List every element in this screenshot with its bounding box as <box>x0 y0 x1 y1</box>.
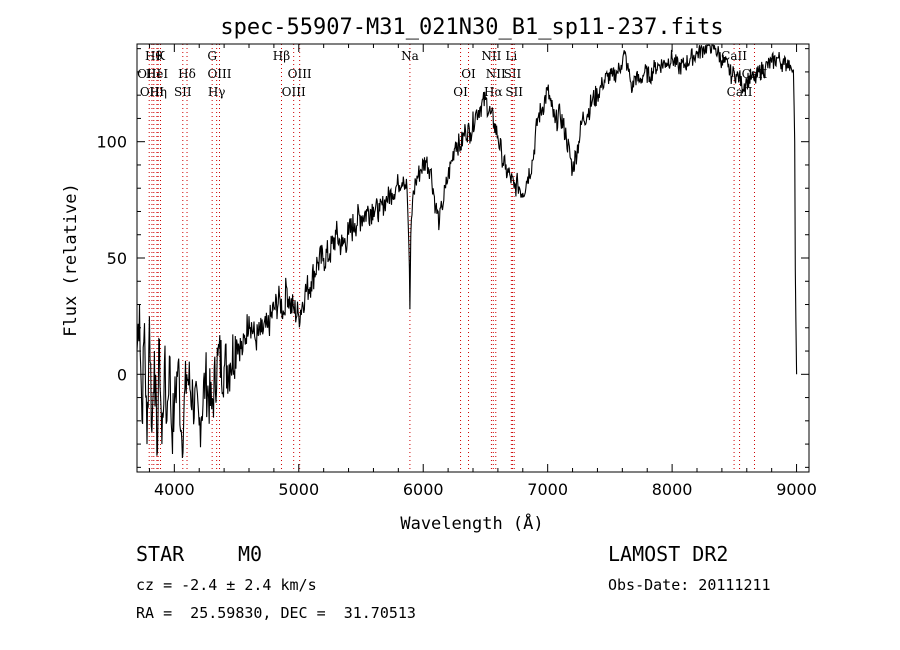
plot-border <box>136 43 810 473</box>
line-marker-label: OI <box>453 85 468 99</box>
x-tick-label: 4000 <box>154 480 195 499</box>
line-marker-label: OIII <box>137 67 161 81</box>
line-marker-label: Na <box>401 49 419 63</box>
line-marker-label: Hγ <box>208 85 226 99</box>
line-marker-label: Hα <box>484 85 503 99</box>
line-marker-label: G <box>207 49 217 63</box>
obs-date: Obs-Date: 20111211 <box>608 576 771 594</box>
x-tick-label: 7000 <box>527 480 568 499</box>
line-marker-label: NII <box>481 49 501 63</box>
object-class: STAR <box>136 542 185 566</box>
line-marker-label: SII <box>505 85 523 99</box>
line-markers: OIIIOIIIHθHeIHηKSIIHδGHγOIIIHβOIIIOIIINa… <box>137 44 768 472</box>
line-marker-label: SII <box>174 85 192 99</box>
coordinates: RA = 25.59830, DEC = 31.70513 <box>136 604 416 622</box>
object-subclass: M0 <box>238 542 263 566</box>
line-marker-label: OIII <box>282 85 306 99</box>
x-tick-label: 5000 <box>278 480 319 499</box>
line-marker-label: HeI <box>146 67 169 81</box>
line-marker-label: NII <box>486 67 506 81</box>
line-marker-label: SII <box>504 67 522 81</box>
line-marker-label: OIII <box>207 67 231 81</box>
x-tick-label: 8000 <box>652 480 693 499</box>
redshift-value: cz = -2.4 ± 2.4 km/s <box>136 576 317 594</box>
line-marker-label: OIII <box>288 67 312 81</box>
x-axis-label: Wavelength (Å) <box>400 512 543 534</box>
spectrum-series-line <box>136 44 798 459</box>
line-marker-label: Hβ <box>273 49 290 63</box>
y-tick-label: 50 <box>107 249 127 268</box>
line-marker-label: K <box>156 49 166 63</box>
survey-name: LAMOST DR2 <box>608 542 729 566</box>
y-axis-ticks: 0 50 100 <box>96 48 809 468</box>
y-tick-label: 0 <box>117 365 127 384</box>
x-tick-label: 6000 <box>403 480 444 499</box>
x-tick-label: 9000 <box>776 480 817 499</box>
y-tick-label: 100 <box>96 133 127 152</box>
x-axis-ticks: 4000 5000 6000 7000 8000 9000 <box>148 44 817 499</box>
line-marker-label: Hη <box>149 85 167 99</box>
chart-title: spec-55907-M31_021N30_B1_sp11-237.fits <box>220 15 723 40</box>
line-marker-label: OI <box>461 67 476 81</box>
line-marker-label: CaII <box>727 85 753 99</box>
y-axis-label: Flux (relative) <box>61 183 81 337</box>
plot-frame <box>136 43 810 473</box>
line-marker-label: Hδ <box>178 67 196 81</box>
line-marker-label: Li <box>505 49 517 63</box>
